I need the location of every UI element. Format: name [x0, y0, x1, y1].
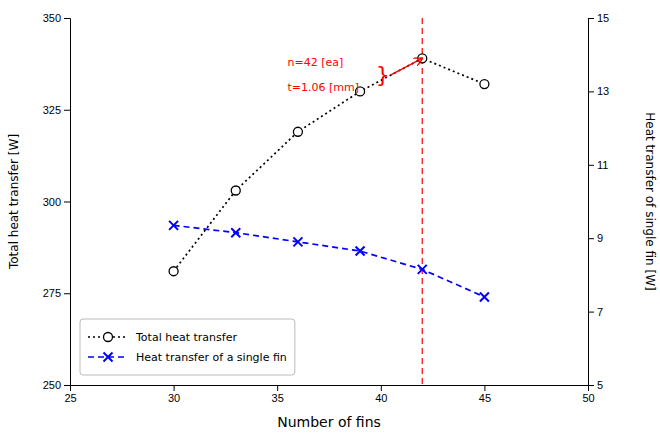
legend-label: Heat transfer of a single fin — [136, 351, 287, 364]
y2-axis: 5 7 9 11 13 15 — [588, 12, 609, 391]
tick-label: 300 — [43, 196, 61, 208]
tick-mark — [588, 18, 594, 19]
tick-label: 275 — [43, 287, 61, 299]
legend-item: Heat transfer of a single fin — [88, 351, 287, 364]
tick-label: 40 — [375, 392, 387, 404]
x-axis: 25 30 35 40 45 50 — [64, 385, 594, 404]
tick: 30 — [168, 385, 180, 404]
legend-box — [80, 319, 295, 375]
point — [169, 221, 178, 230]
series-line — [174, 225, 485, 297]
tick-label: 25 — [64, 392, 76, 404]
vertical-line — [422, 18, 423, 385]
point — [231, 186, 240, 195]
legend-marker — [104, 353, 113, 362]
tick-label: 30 — [168, 392, 180, 404]
tick-mark — [588, 238, 594, 239]
annotation-brace: } — [376, 62, 390, 87]
tick-mark — [484, 385, 485, 391]
point — [293, 127, 302, 136]
plot: 25 30 35 40 45 50 250 275 300 325 350 5 7 9 11 13 15 n=42… — [43, 12, 610, 404]
tick-mark — [64, 18, 70, 19]
legend-marker — [104, 333, 113, 342]
tick-label: 15 — [597, 12, 609, 24]
chart: 25 30 35 40 45 50 250 275 300 325 350 5 7 9 11 13 15 n=42… — [0, 0, 660, 437]
tick: 350 — [43, 12, 70, 24]
x-axis-title: Number of fins — [277, 414, 381, 430]
tick: 25 — [64, 385, 76, 404]
tick: 40 — [375, 385, 387, 404]
tick-label: 13 — [597, 85, 609, 97]
tick: 13 — [588, 85, 609, 97]
tick: 5 — [588, 379, 603, 391]
tick-label: 250 — [43, 379, 61, 391]
x-axis-line — [71, 386, 589, 392]
tick: 7 — [588, 306, 603, 318]
legend-label: Total heat transfer — [135, 331, 237, 344]
y-axis-title: Total heat transfer [W] — [7, 134, 21, 270]
tick: 50 — [582, 385, 594, 404]
series-line — [174, 58, 485, 271]
tick: 15 — [588, 12, 609, 24]
point — [231, 228, 240, 237]
tick: 275 — [43, 287, 70, 299]
tick-label: 11 — [597, 159, 608, 171]
tick-mark — [588, 312, 594, 313]
point — [356, 247, 365, 256]
tick-label: 7 — [597, 306, 603, 318]
legend-item: Total heat transfer — [88, 331, 237, 344]
tick-label: 5 — [597, 379, 603, 391]
y2-axis-title: Heat transfer of single fin [W] — [643, 112, 657, 290]
y-axis: 250 275 300 325 350 — [43, 12, 71, 391]
tick-mark — [174, 385, 175, 391]
tick-mark — [64, 110, 70, 111]
tick-mark — [381, 385, 382, 391]
annotation-arrow — [391, 58, 422, 75]
tick-mark — [64, 293, 70, 294]
annotations: n=42 [ea] t=1.06 [mm]} — [288, 56, 390, 95]
point — [293, 237, 302, 246]
tick-label: 50 — [582, 392, 594, 404]
y2-axis-line — [589, 19, 595, 386]
y-axis-line — [64, 19, 71, 386]
tick-mark — [64, 202, 70, 203]
tick: 325 — [43, 104, 70, 116]
tick-label: 325 — [43, 104, 61, 116]
tick: 11 — [588, 159, 608, 171]
tick: 250 — [43, 379, 70, 391]
tick-label: 350 — [43, 12, 61, 24]
point — [169, 267, 178, 276]
tick-label: 45 — [479, 392, 491, 404]
point — [480, 80, 489, 89]
point — [480, 292, 489, 301]
annotation: t=1.06 [mm] — [288, 81, 360, 94]
annotation: n=42 [ea] — [288, 56, 344, 69]
tick-mark — [588, 91, 594, 92]
tick: 300 — [43, 196, 70, 208]
point — [418, 265, 427, 274]
tick-mark — [588, 385, 594, 386]
tick-mark — [588, 165, 594, 166]
legend: Total heat transfer Heat transfer of a si… — [80, 319, 295, 375]
tick: 35 — [272, 385, 284, 404]
tick-mark — [64, 385, 70, 386]
tick: 9 — [588, 232, 603, 244]
tick-label: 9 — [597, 232, 603, 244]
tick-label: 35 — [272, 392, 284, 404]
tick-mark — [277, 385, 278, 391]
tick: 45 — [479, 385, 491, 404]
